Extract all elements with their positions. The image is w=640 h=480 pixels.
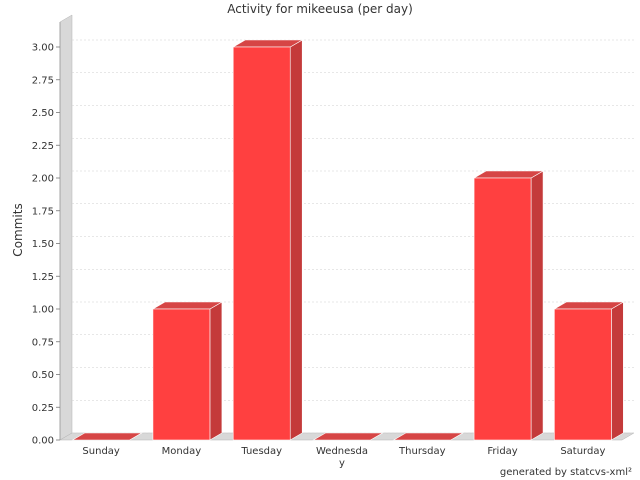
left-wall xyxy=(59,14,73,441)
x-tick-label: Wednesda y xyxy=(316,446,368,469)
bar-side xyxy=(289,39,303,441)
y-tick-label: 0.25 xyxy=(32,403,54,414)
bar-sunday xyxy=(71,432,143,441)
bar-side xyxy=(611,301,624,441)
x-tick-label: Saturday xyxy=(560,446,605,457)
bar-monday xyxy=(151,301,224,441)
y-tick-label: 2.50 xyxy=(32,108,54,119)
x-tick-label: Thursday xyxy=(398,446,446,457)
bar-top xyxy=(472,170,545,179)
y-tick-label: 1.50 xyxy=(32,239,54,250)
bar-top xyxy=(151,301,224,310)
bar-thursday xyxy=(392,432,464,441)
bar-top xyxy=(392,432,464,441)
x-tick-label: Tuesday xyxy=(240,446,282,457)
bar-front xyxy=(152,308,211,441)
bar-tuesday xyxy=(232,39,304,441)
y-tick-label: 2.25 xyxy=(32,141,54,152)
bar-front xyxy=(232,46,291,441)
y-tick-label: 2.00 xyxy=(32,174,54,185)
x-tick-label: Monday xyxy=(162,446,202,457)
y-tick-label: 0.50 xyxy=(32,370,54,381)
y-axis: 0.00 0.25 0.50 0.75 1.00 1.25 1.50 1.75 2.00 2.25… xyxy=(32,22,61,447)
x-tick-label: Friday xyxy=(487,446,517,457)
bar-saturday xyxy=(553,301,625,441)
y-tick-label: 0.75 xyxy=(32,337,54,348)
x-axis: Sunday Monday Tuesday Wednesda y Thursday Frid… xyxy=(82,446,605,469)
y-axis-label: Commits xyxy=(11,203,25,256)
bar-front xyxy=(473,177,532,441)
plot-walls xyxy=(59,14,635,441)
y-tick-label: 1.00 xyxy=(32,305,54,316)
bar-top xyxy=(71,432,143,441)
bar-wednesday xyxy=(312,432,384,441)
y-tick-label: 2.75 xyxy=(32,75,54,86)
bar-friday xyxy=(472,170,545,441)
bar-top xyxy=(232,39,304,48)
generator-credit: generated by statcvs-xml² xyxy=(500,467,632,478)
x-tick-label: Sunday xyxy=(82,446,119,457)
bar-top xyxy=(312,432,384,441)
bar-top xyxy=(553,301,625,310)
bar-front xyxy=(554,308,612,441)
bars xyxy=(71,39,625,441)
bar-side xyxy=(530,170,544,441)
y-tick-label: 0.00 xyxy=(32,436,54,447)
y-tick-label: 3.00 xyxy=(32,43,54,54)
y-tick-label: 1.25 xyxy=(32,272,54,283)
chart-title: Activity for mikeeusa (per day) xyxy=(227,2,413,16)
y-tick-label: 1.75 xyxy=(32,206,54,217)
bar-side xyxy=(209,301,223,441)
